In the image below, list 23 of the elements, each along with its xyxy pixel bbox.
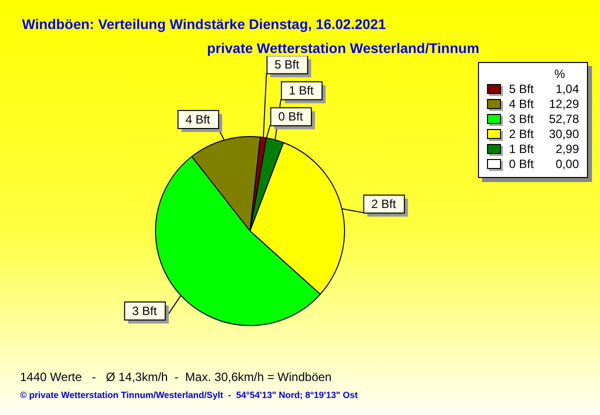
data-label: 12,29 — [548, 96, 579, 110]
text: 0,00 — [556, 156, 579, 170]
legend-label: 0 Bft — [509, 156, 535, 170]
slice-label: 3 Bft — [132, 304, 158, 318]
slice-label: 2 Bft — [371, 196, 397, 211]
data-label: 30,90 — [548, 126, 579, 140]
legend-title: % — [553, 67, 566, 81]
legend-label: 3 Bft — [509, 112, 535, 126]
chart-subtitle: private Wetterstation Westerland/Tinnum — [207, 40, 480, 56]
slice-label: 5 Bft — [274, 58, 300, 72]
data-label: 1,04 — [554, 82, 579, 96]
legend-label: 4 Bft — [509, 96, 535, 110]
text: © private Wetterstation Tinnum/Westerland/Sylt - 54°54'13" Nord; 8°19'13" Ost — [20, 390, 358, 400]
legend-label: 2 Bft — [509, 126, 535, 140]
data-label: 52,78 — [548, 112, 579, 126]
data-label: 2,99 — [554, 142, 579, 156]
slice-label: 4 Bft — [185, 112, 211, 126]
legend-label: 5 Bft — [509, 82, 535, 96]
legend-label: 1 Bft — [509, 142, 535, 156]
slice-label: 1 Bft — [288, 84, 314, 98]
category-label: 0 Bft — [278, 110, 303, 124]
chart-title: Windböen: Verteilung Windstärke Dienstag, 16.02.2021 — [22, 16, 386, 32]
text: 1440 Werte - Ø 14,3km/h - Max. 30,6km/h = Windböen — [20, 370, 332, 384]
